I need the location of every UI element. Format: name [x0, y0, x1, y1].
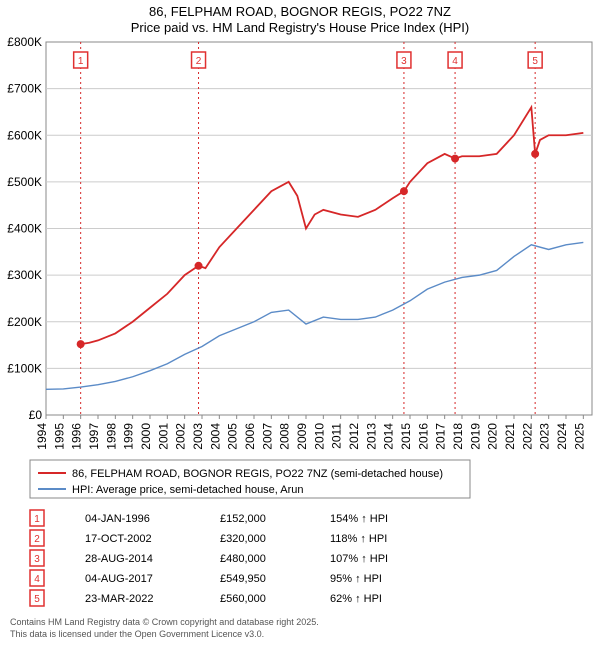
x-tick-label: 2023 — [538, 423, 552, 450]
x-tick-label: 1997 — [87, 423, 101, 450]
table-marker-num: 1 — [34, 514, 40, 525]
price-point — [451, 155, 459, 163]
table-date: 23-MAR-2022 — [85, 593, 153, 605]
table-price: £152,000 — [220, 513, 266, 525]
x-tick-label: 2024 — [555, 423, 569, 450]
price-point — [400, 187, 408, 195]
y-tick-label: £400K — [7, 222, 42, 236]
y-tick-label: £0 — [29, 408, 43, 422]
y-tick-label: £100K — [7, 361, 42, 375]
price-point — [77, 340, 85, 348]
x-tick-label: 2008 — [278, 423, 292, 450]
chart-container: 86, FELPHAM ROAD, BOGNOR REGIS, PO22 7NZ… — [0, 0, 600, 650]
price-point — [531, 150, 539, 158]
x-tick-label: 2015 — [399, 423, 413, 450]
table-date: 04-AUG-2017 — [85, 573, 153, 585]
table-pct: 154% ↑ HPI — [330, 513, 388, 525]
price-point — [195, 262, 203, 270]
table-price: £549,950 — [220, 573, 266, 585]
x-tick-label: 2004 — [208, 423, 222, 450]
marker-number: 4 — [452, 56, 458, 67]
y-tick-label: £600K — [7, 128, 42, 142]
table-marker-num: 5 — [34, 594, 40, 605]
y-tick-label: £200K — [7, 315, 42, 329]
table-pct: 118% ↑ HPI — [330, 533, 387, 545]
marker-number: 3 — [401, 56, 407, 67]
x-tick-label: 2014 — [382, 423, 396, 450]
x-tick-label: 2011 — [330, 423, 344, 449]
x-tick-label: 2007 — [260, 423, 274, 450]
table-marker-num: 2 — [34, 534, 40, 545]
x-tick-label: 1999 — [122, 423, 136, 450]
table-marker-num: 3 — [34, 554, 40, 565]
x-tick-label: 2025 — [572, 423, 586, 450]
table-pct: 62% ↑ HPI — [330, 593, 382, 605]
legend-label: 86, FELPHAM ROAD, BOGNOR REGIS, PO22 7NZ… — [72, 468, 443, 480]
table-date: 04-JAN-1996 — [85, 513, 150, 525]
footer-line-1: Contains HM Land Registry data © Crown c… — [10, 617, 319, 627]
title-line-1: 86, FELPHAM ROAD, BOGNOR REGIS, PO22 7NZ — [149, 4, 451, 19]
x-tick-label: 2000 — [139, 423, 153, 450]
y-tick-label: £300K — [7, 268, 42, 282]
x-tick-label: 2019 — [468, 423, 482, 450]
title-line-2: Price paid vs. HM Land Registry's House … — [131, 20, 469, 35]
chart-svg: 86, FELPHAM ROAD, BOGNOR REGIS, PO22 7NZ… — [0, 0, 600, 650]
x-tick-label: 2017 — [434, 423, 448, 450]
x-tick-label: 1994 — [35, 423, 49, 450]
series-price_paid — [81, 107, 584, 344]
x-tick-label: 2005 — [226, 423, 240, 450]
table-pct: 95% ↑ HPI — [330, 573, 382, 585]
marker-number: 2 — [196, 56, 202, 67]
x-tick-label: 2016 — [416, 423, 430, 450]
x-tick-label: 2003 — [191, 423, 205, 450]
x-tick-label: 2013 — [364, 423, 378, 450]
table-date: 28-AUG-2014 — [85, 553, 153, 565]
x-tick-label: 2009 — [295, 423, 309, 450]
marker-number: 5 — [532, 56, 538, 67]
y-tick-label: £800K — [7, 35, 42, 49]
marker-number: 1 — [78, 56, 84, 67]
table-pct: 107% ↑ HPI — [330, 553, 388, 565]
x-tick-label: 2018 — [451, 423, 465, 450]
y-tick-label: £500K — [7, 175, 42, 189]
x-tick-label: 2021 — [503, 423, 517, 450]
x-tick-label: 2006 — [243, 423, 257, 450]
x-tick-label: 1995 — [52, 423, 66, 450]
table-price: £480,000 — [220, 553, 266, 565]
footer-line-2: This data is licensed under the Open Gov… — [10, 629, 264, 639]
x-tick-label: 2002 — [174, 423, 188, 450]
series-hpi — [46, 242, 583, 389]
table-price: £560,000 — [220, 593, 266, 605]
table-marker-num: 4 — [34, 574, 40, 585]
x-tick-label: 2012 — [347, 423, 361, 450]
legend-label: HPI: Average price, semi-detached house,… — [72, 484, 304, 496]
x-tick-label: 2022 — [520, 423, 534, 450]
x-tick-label: 2020 — [486, 423, 500, 450]
y-tick-label: £700K — [7, 82, 42, 96]
table-price: £320,000 — [220, 533, 266, 545]
x-tick-label: 2001 — [156, 423, 170, 450]
x-tick-label: 2010 — [312, 423, 326, 450]
x-tick-label: 1998 — [104, 423, 118, 450]
x-tick-label: 1996 — [70, 423, 84, 450]
table-date: 17-OCT-2002 — [85, 533, 152, 545]
